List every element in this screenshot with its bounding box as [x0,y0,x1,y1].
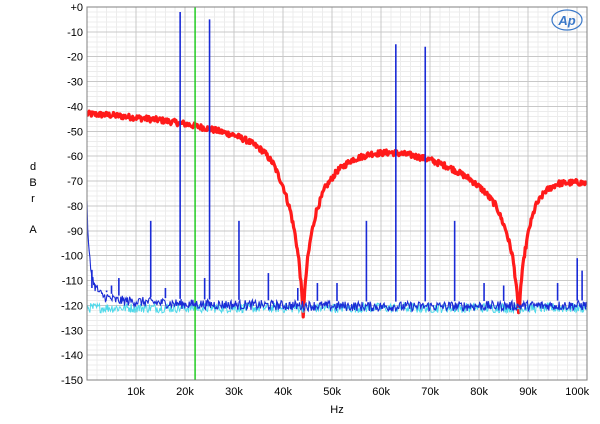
logo-text: Ap [557,13,575,28]
ylabel-letter-3: r [31,193,35,205]
ylabel-weighting: A [29,224,37,236]
x-tick-label: 60k [372,386,390,398]
x-tick-label: 90k [519,386,537,398]
series-group [87,7,587,380]
y-tick-label: -50 [67,126,83,138]
x-axis-label: Hz [330,404,343,416]
y-tick-label: -10 [67,27,83,39]
y-tick-label: -40 [67,101,83,113]
ap-logo: Ap [551,9,583,31]
x-tick-labels: 10k 20k 30k 40k 50k 60k 70k 80k 90k 100k [127,386,589,398]
y-tick-label: +0 [70,2,83,14]
x-tick-label: 80k [470,386,488,398]
x-tick-label: 30k [225,386,243,398]
logo-ring [551,9,583,31]
y-tick-label: -20 [67,52,83,64]
y-tick-labels: +0 -10 -20 -30 -40 -50 -60 -70 -80 -90 -100 -110 -12… [61,2,83,387]
x-tick-label: 20k [176,386,194,398]
x-tick-label: 10k [127,386,145,398]
series-layer [87,7,587,380]
y-tick-label: -70 [67,176,83,188]
y-tick-label: -30 [67,77,83,89]
y-tick-label: -110 [62,276,83,288]
y-tick-label: -140 [61,350,83,362]
y-tick-label: -100 [61,251,83,263]
x-tick-label: 50k [323,386,341,398]
x-tick-label: 40k [274,386,292,398]
y-tick-label: -120 [61,300,83,312]
y-tick-label: -130 [61,325,83,337]
ylabel-letter-1: d [30,161,36,173]
ylabel-letter-2: B [29,177,36,189]
y-tick-label: -60 [67,151,83,163]
y-axis-label: d B r A [29,161,37,236]
y-tick-label: -150 [61,375,83,387]
series-blue-spectrum-floor [87,200,587,313]
x-tick-label: 100k [565,386,589,398]
y-tick-label: -90 [67,226,83,238]
series-red-response [87,109,587,319]
plot-frame [86,6,588,381]
y-tick-label: -80 [67,201,83,213]
x-tick-label: 70k [421,386,439,398]
